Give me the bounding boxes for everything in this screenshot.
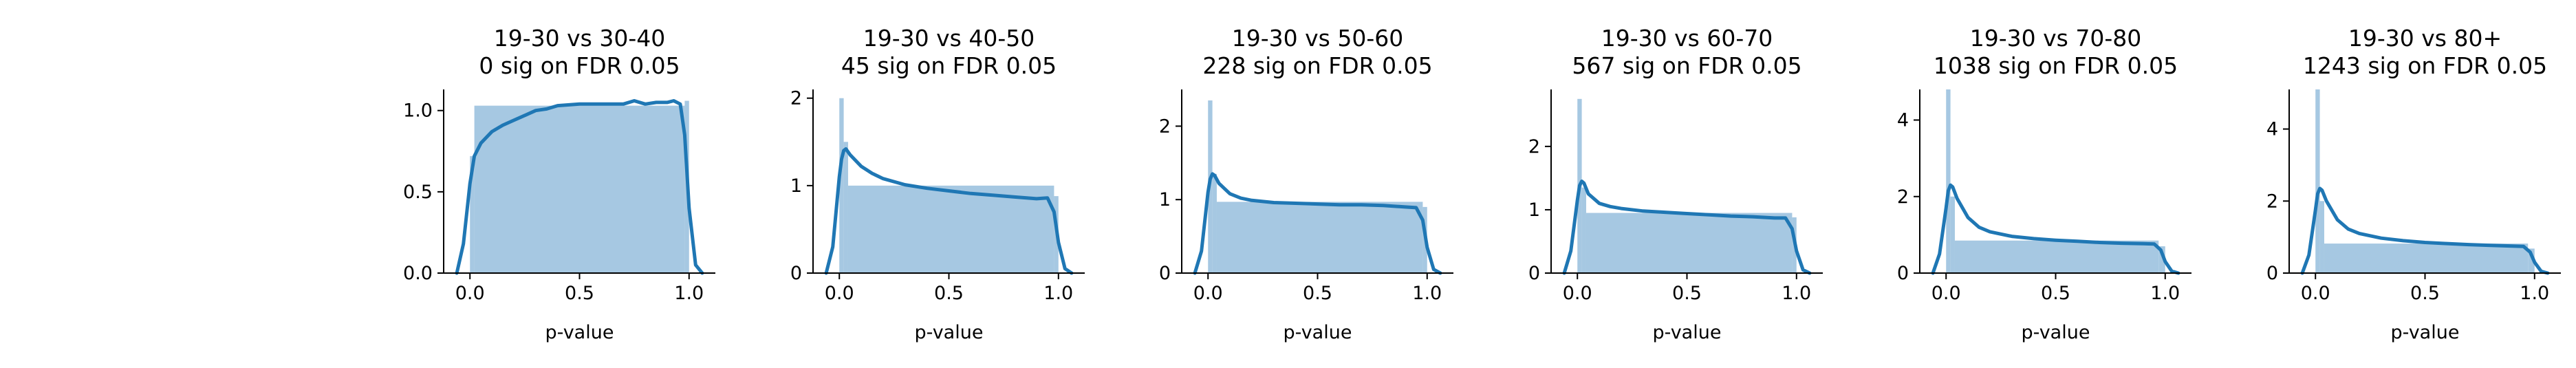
- chart-subtitle: 228 sig on FDR 0.05: [1202, 52, 1432, 79]
- chart-subtitle: 1243 sig on FDR 0.05: [2303, 52, 2547, 79]
- y-tick-label: 1: [790, 175, 802, 197]
- kde-line: [824, 147, 1074, 275]
- x-tick-label: 0.0: [1563, 283, 1592, 304]
- histogram-bar: [1212, 173, 1217, 273]
- x-tick-label: 1.0: [674, 283, 704, 304]
- kde-line: [1193, 172, 1442, 275]
- chart-title: 19-30 vs 60-70: [1601, 25, 1773, 52]
- histogram-bar: [843, 142, 848, 273]
- x-tick-label: 0.5: [565, 283, 594, 304]
- histogram-bar: [1585, 213, 1793, 273]
- histogram-bar: [1216, 202, 1423, 273]
- x-tick-label: 0.5: [2410, 283, 2440, 304]
- y-tick-label: 0.5: [403, 182, 433, 203]
- y-tick-label: 0: [1897, 263, 1909, 284]
- y-tick-label: 2: [1897, 186, 1909, 208]
- y-tick-label: 2: [790, 88, 802, 109]
- x-tick-label: 0.5: [934, 283, 964, 304]
- chart-subtitle: 1038 sig on FDR 0.05: [1934, 52, 2178, 79]
- chart-title: 19-30 vs 30-40: [494, 25, 665, 52]
- x-tick-label: 0.0: [1193, 283, 1223, 304]
- histogram-bar: [2315, 89, 2320, 273]
- x-tick-label: 0.5: [1303, 283, 1332, 304]
- x-tick-label: 0.0: [825, 283, 854, 304]
- x-tick-label: 0.0: [1931, 283, 1961, 304]
- kde-line: [1562, 180, 1812, 275]
- y-tick-label: 2: [1159, 116, 1171, 137]
- y-tick-label: 2: [1528, 136, 1540, 158]
- x-tick-label: 1.0: [1782, 283, 1811, 304]
- x-tick-label: 0.0: [2301, 283, 2330, 304]
- x-axis-label: p-value: [545, 322, 614, 343]
- chart-panel-6: 0.0 0.5 1.0 0 2 4 p-value 19-30 vs 80+1243 sig …: [2266, 25, 2561, 343]
- y-tick-label: 1: [1159, 189, 1171, 210]
- kde-line: [1931, 183, 2180, 275]
- histogram-bar: [839, 98, 844, 273]
- y-tick-label: 4: [2266, 119, 2278, 140]
- histogram-bar: [2319, 201, 2324, 273]
- x-tick-label: 1.0: [2520, 283, 2549, 304]
- x-axis-label: p-value: [915, 322, 984, 343]
- kde-line: [2300, 186, 2550, 275]
- x-tick-label: 1.0: [2150, 283, 2180, 304]
- x-tick-label: 0.5: [1672, 283, 1702, 304]
- histogram-bar: [1954, 240, 2159, 273]
- chart-panel-1: 0.0 0.5 1.0 0.0 0.5 1.0 p-value 19-30 vs 30-400…: [403, 25, 715, 343]
- x-axis-label: p-value: [1653, 322, 1722, 343]
- chart-subtitle: 567 sig on FDR 0.05: [1572, 52, 1801, 79]
- y-tick-label: 0.0: [403, 263, 433, 284]
- chart-title: 19-30 vs 50-60: [1232, 25, 1403, 52]
- x-tick-label: 1.0: [1412, 283, 1442, 304]
- y-tick-label: 2: [2266, 191, 2278, 212]
- y-tick-label: 0: [1528, 263, 1540, 284]
- histogram-bar: [474, 105, 685, 273]
- chart-subtitle: 45 sig on FDR 0.05: [841, 52, 1057, 79]
- x-axis-label: p-value: [2022, 322, 2090, 343]
- x-tick-label: 1.0: [1043, 283, 1073, 304]
- x-axis-label: p-value: [1284, 322, 1352, 343]
- x-tick-label: 0.0: [455, 283, 485, 304]
- x-axis-label: p-value: [2391, 322, 2460, 343]
- chart-title: 19-30 vs 40-50: [863, 25, 1035, 52]
- y-tick-label: 0: [2266, 263, 2278, 284]
- y-tick-label: 1: [1528, 199, 1540, 221]
- y-tick-label: 1.0: [403, 100, 433, 122]
- histogram-bar: [470, 155, 475, 273]
- histogram-bar: [2528, 248, 2535, 273]
- chart-title: 19-30 vs 80+: [2348, 25, 2502, 52]
- histogram-bar: [847, 185, 1054, 273]
- histogram-bar: [2324, 243, 2529, 273]
- y-tick-label: 0: [1159, 263, 1171, 284]
- y-tick-label: 4: [1897, 110, 1909, 131]
- histogram-bar: [1581, 187, 1586, 273]
- kde-line: [455, 99, 704, 275]
- histogram-bar: [1950, 196, 1955, 273]
- chart-title: 19-30 vs 70-80: [1970, 25, 2141, 52]
- histogram-bar: [2158, 246, 2165, 273]
- y-tick-label: 0: [790, 263, 802, 284]
- chart-subtitle: 0 sig on FDR 0.05: [479, 52, 680, 79]
- x-tick-label: 0.5: [2041, 283, 2070, 304]
- histogram-bar: [1946, 89, 1951, 273]
